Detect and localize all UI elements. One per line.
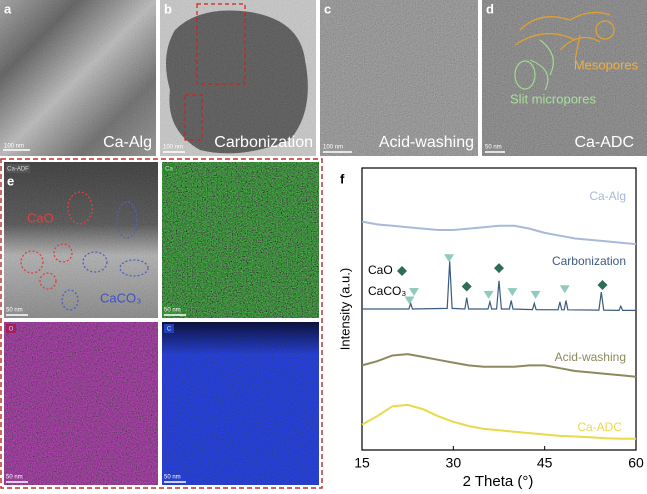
series-label: Acid-washing [555,350,626,364]
texture [0,0,156,156]
y-axis-label: Intensity (a.u.) [337,268,352,350]
panel-caption: Ca-ADC [574,134,634,151]
peak-marker [507,288,518,297]
legend-marker [409,288,419,296]
pore-sketch [514,11,615,61]
peak-marker [530,290,541,299]
scale-label: 50 nm [164,308,181,314]
series-label: Carbonization [552,254,626,268]
series-label: Ca-ADC [577,420,622,434]
scale-label: 50 nm [164,475,181,481]
badge [6,324,16,333]
peak-marker [461,281,472,292]
scale-label: 50 nm [6,308,23,314]
series-label: Ca-Alg [589,189,626,203]
panel-a: a Ca-Alg 100 nm [0,0,156,156]
scale-label: 100 nm [163,145,183,151]
panel-letter: c [324,1,331,16]
x-tick-label: 30 [446,455,462,471]
panel-caption: Ca-Alg [103,134,152,151]
annotation: Mesopores [574,57,639,72]
panel-caption: Acid-washing [379,134,474,151]
panel-b: b Carbonization 100 nm [160,0,316,156]
map-label: C [167,327,172,333]
series-line [361,220,637,246]
badge [164,164,174,173]
zoom-box [184,94,203,141]
panel-letter: b [164,1,172,16]
panel-letter: e [7,173,14,188]
scale-label: 100 nm [323,145,343,151]
legend-label: CaO [368,263,393,277]
micropore-sketch [514,39,554,91]
peak-marker [597,280,608,291]
panel-frame [0,158,323,489]
zoom-box [196,3,246,85]
series-line [361,353,637,378]
panel-f: f Intensity (a.u.) 2 Theta (°) 15 30 45 60 C… [337,167,644,490]
x-tick-label: 60 [628,455,644,471]
shade [162,322,319,485]
peak-marker [494,263,504,274]
x-tick-label: 45 [537,455,553,471]
legend-marker [397,266,407,276]
phase-label: CaO [27,210,54,225]
panel-letter: d [486,1,494,16]
scale-label: 100 nm [4,144,24,150]
peak-marker [404,296,415,305]
texture [482,0,647,156]
panel-d: Mesopores Slit micropores d Ca-ADC 50 nm [482,0,647,156]
scale-label: 50 nm [485,145,502,151]
panel-letter: a [4,1,12,16]
series-line [361,403,636,440]
map-label: Ca-ADF [7,167,29,173]
badge [6,164,30,173]
phase-label: CaCO₃ [100,290,141,305]
x-tick-label: 15 [354,455,370,471]
badge [164,324,174,333]
map-label: Ca [165,167,173,173]
texture [4,162,158,318]
texture [320,0,478,156]
peak-marker [559,285,570,294]
scale-label: 50 nm [6,475,23,481]
x-axis-label: 2 Theta (°) [463,473,534,490]
ca-map [162,162,319,318]
map-label: O [9,327,14,333]
panel-letter: f [340,171,345,186]
phase-circles [20,191,149,311]
texture [160,0,316,156]
o-map [4,322,158,485]
peak-marker [483,290,494,299]
panel-caption: Carbonization [214,134,313,151]
panel-c: c Acid-washing 100 nm [320,0,478,156]
annotation: Slit micropores [510,91,596,106]
series-line [362,261,636,312]
legend-label: CaCO₃ [368,284,406,298]
panel-e: CaO CaCO₃ Ca-ADF Ca O C e 50 nm 50 nm 50… [0,158,323,489]
peak-marker [444,254,455,263]
